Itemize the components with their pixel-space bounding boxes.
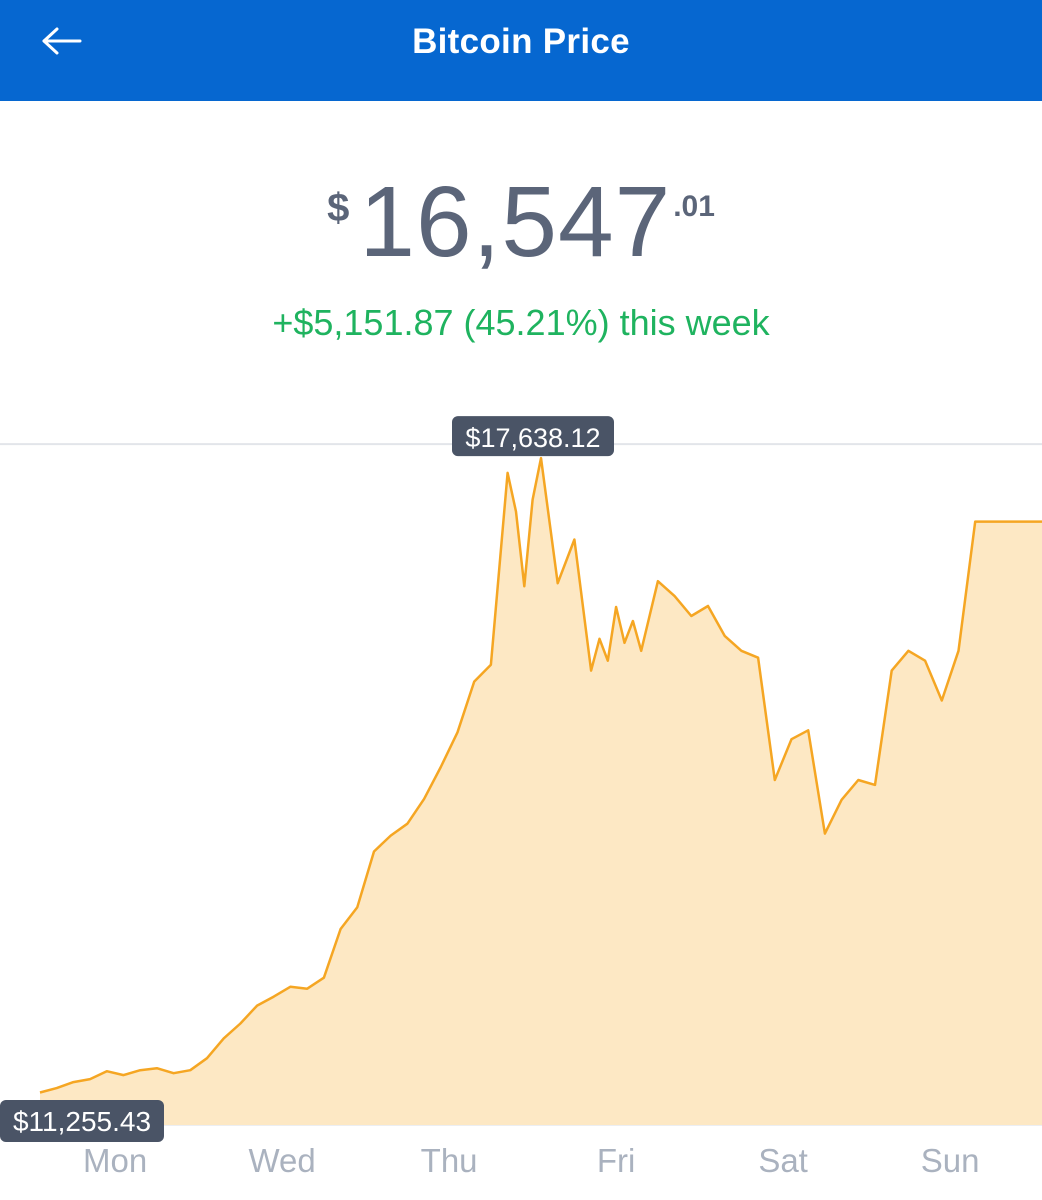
price-chart-svg: $17,638.12 $11,255.43 Mon Wed Thu Fri Sat Sun (0, 416, 1042, 1179)
price-line (39, 456, 1042, 1094)
price-currency-symbol: $ (327, 186, 350, 230)
price-change-weekly: +$5,151.87 (45.21%) this week (272, 302, 770, 343)
price-cents: .01 (673, 190, 715, 223)
low-price-tag (0, 1100, 164, 1142)
low-price-label: $11,255.43 (13, 1106, 151, 1137)
price-chart[interactable]: $17,638.12 $11,255.43 Mon Wed Thu Fri Sat Sun (0, 400, 1042, 1200)
arrow-left-icon (42, 27, 82, 55)
x-tick-label-sat: Sat (758, 1142, 808, 1179)
price-whole: 16,547 (359, 166, 672, 278)
price-area-fill (40, 458, 1042, 1126)
current-price: $16,547.01 (0, 172, 1042, 272)
high-price-label: $17,638.12 (465, 423, 600, 453)
app-header: Bitcoin Price (0, 0, 1042, 101)
x-tick-label-wed: Wed (248, 1142, 315, 1179)
page-title: Bitcoin Price (412, 22, 630, 61)
x-tick-label-sun: Sun (921, 1142, 980, 1179)
x-tick-label-thu: Thu (421, 1142, 478, 1179)
x-tick-label-mon: Mon (83, 1142, 147, 1179)
x-tick-label-fri: Fri (597, 1142, 635, 1179)
high-price-tag (452, 416, 614, 457)
back-button[interactable] (32, 16, 92, 66)
